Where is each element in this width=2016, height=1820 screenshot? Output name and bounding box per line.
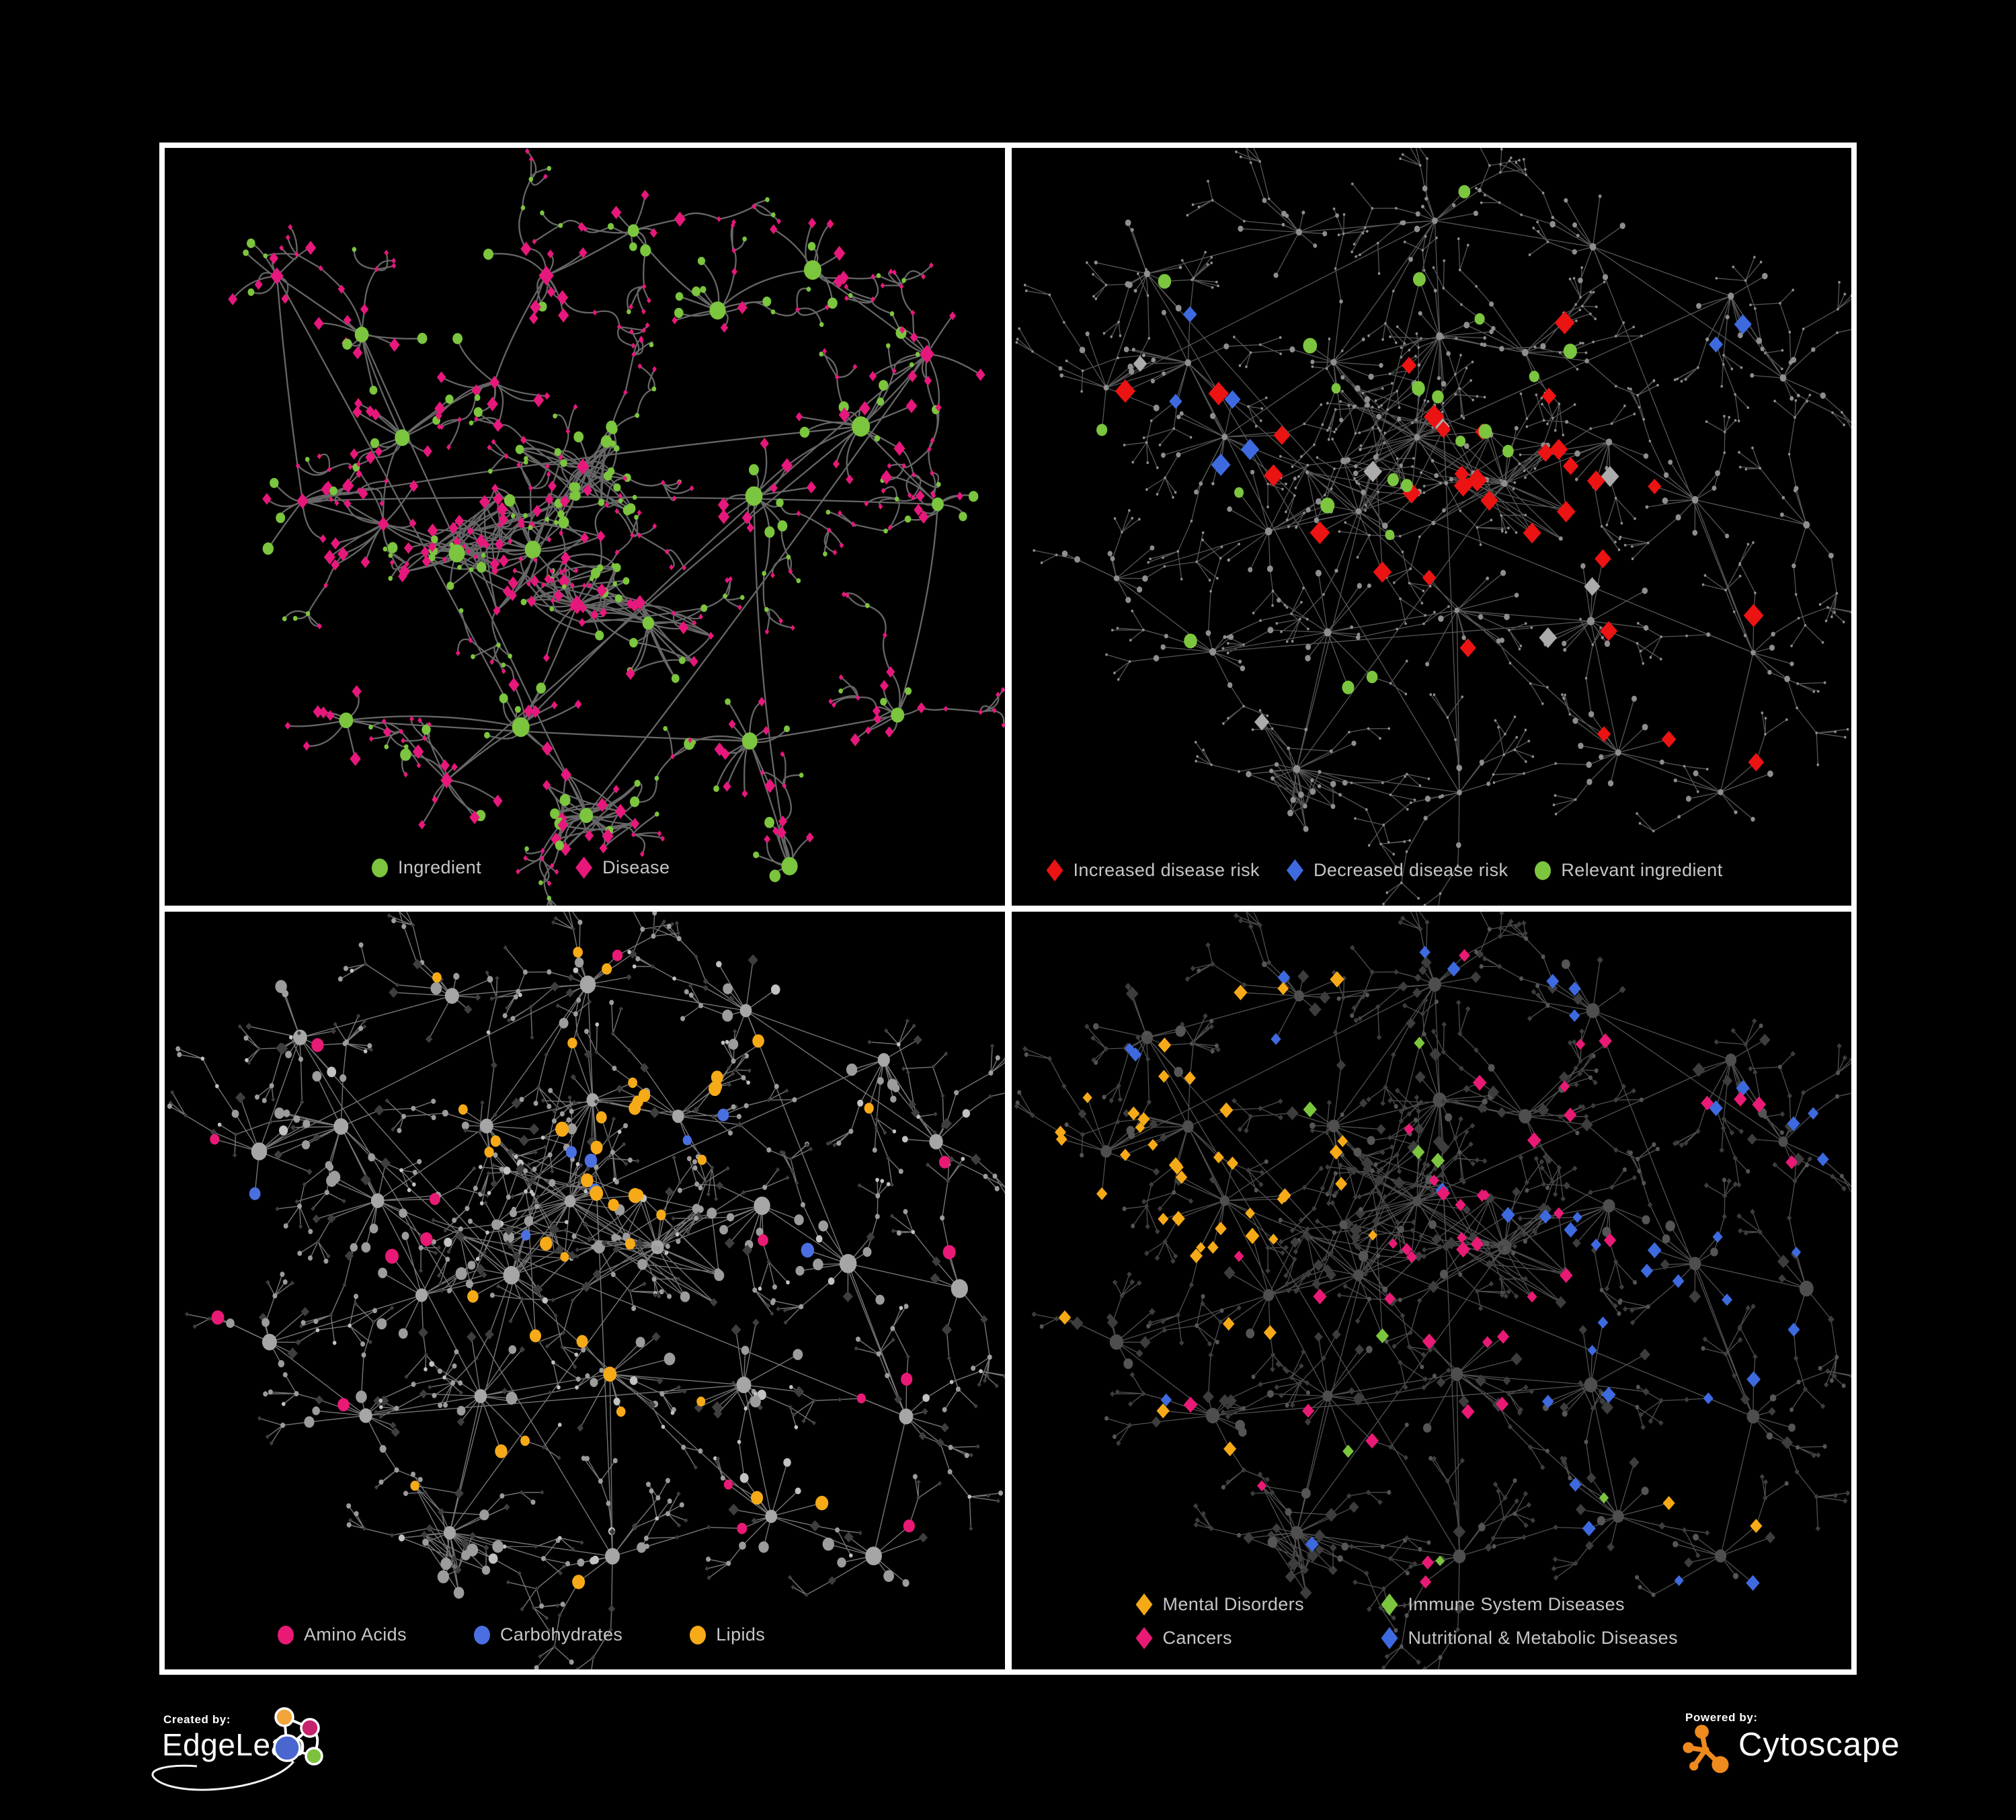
cancers-marker-icon: [1135, 1627, 1153, 1649]
lipids-marker-icon: [690, 1625, 707, 1645]
legend-item-relevant-ingredient: Relevant ingredient: [1535, 860, 1722, 881]
increased-risk-marker-icon: [1046, 859, 1063, 881]
legend-label-mental-disorders: Mental Disorders: [1162, 1594, 1304, 1614]
disease-risk-network-graph: [1015, 148, 1851, 906]
edgeleap-logo-icon: [151, 1707, 323, 1791]
legend-label-increased-risk: Increased disease risk: [1073, 860, 1260, 880]
nutritional-metabolic-diseases-marker-icon: [1381, 1627, 1398, 1649]
legend-item-lipids: Lipids: [690, 1624, 765, 1645]
created-by-label: Created by:: [163, 1713, 231, 1726]
legend-item-decreased-risk: Decreased disease risk: [1286, 859, 1508, 881]
legend-ingredient-disease: Ingredient Disease: [372, 857, 670, 879]
nutrient-class-network-graph: [167, 912, 1005, 1669]
legend-item-carbohydrates: Carbohydrates: [473, 1624, 623, 1645]
panel-ingredient-disease-network: Ingredient Disease: [165, 148, 1005, 906]
legend-item-cancers: Cancers: [1135, 1627, 1381, 1649]
legend-item-mental-disorders: Mental Disorders: [1135, 1593, 1381, 1616]
figure-grid: Ingredient Disease Increased disease ris…: [159, 143, 1857, 1675]
legend-label-amino-acids: Amino Acids: [304, 1624, 407, 1645]
cytoscape-logo-icon: [1683, 1725, 1729, 1774]
legend-label-nutritional-metabolic-diseases: Nutritional & Metabolic Diseases: [1408, 1628, 1678, 1648]
legend-label-carbohydrates: Carbohydrates: [499, 1624, 623, 1645]
legend-label-ingredient: Ingredient: [398, 857, 482, 877]
ingredient-marker-icon: [372, 858, 388, 877]
legend-label-lipids: Lipids: [716, 1624, 766, 1645]
panel-nutrient-class-network: Amino Acids Carbohydrates Lipids: [165, 912, 1005, 1669]
powered-by-label: Powered by:: [1685, 1711, 1758, 1724]
legend-label-immune-system-diseases: Immune System Diseases: [1408, 1594, 1625, 1614]
panel-disease-class-network: Mental Disorders Immune System Diseases …: [1011, 912, 1851, 1669]
disease-class-network-graph: [1014, 912, 1851, 1669]
legend-label-relevant-ingredient: Relevant ingredient: [1561, 860, 1723, 880]
legend-label-decreased-risk: Decreased disease risk: [1313, 860, 1508, 880]
legend-item-nutritional-metabolic-diseases: Nutritional & Metabolic Diseases: [1381, 1627, 1678, 1649]
decreased-risk-marker-icon: [1286, 859, 1303, 881]
cytoscape-brand-text: Cytoscape: [1738, 1727, 1900, 1763]
legend-disease-class: Mental Disorders Immune System Diseases …: [1135, 1593, 1678, 1649]
legend-item-disease: Disease: [575, 857, 670, 879]
carbohydrates-marker-icon: [473, 1625, 490, 1645]
legend-label-disease: Disease: [602, 857, 670, 877]
legend-label-cancers: Cancers: [1162, 1628, 1232, 1648]
disease-marker-icon: [575, 857, 593, 879]
legend-disease-risk: Increased disease risk Decreased disease…: [1046, 859, 1723, 881]
panel-disease-risk-network: Increased disease risk Decreased disease…: [1011, 148, 1851, 906]
legend-item-amino-acids: Amino Acids: [278, 1624, 407, 1645]
legend-item-ingredient: Ingredient: [372, 857, 481, 878]
immune-system-diseases-marker-icon: [1381, 1593, 1398, 1616]
ingredient-disease-network-graph: [228, 148, 1005, 906]
amino-acids-marker-icon: [278, 1625, 294, 1645]
relevant-ingredient-marker-icon: [1535, 861, 1551, 880]
legend-item-increased-risk: Increased disease risk: [1046, 859, 1260, 881]
mental-disorders-marker-icon: [1135, 1593, 1153, 1616]
legend-item-immune-system-diseases: Immune System Diseases: [1381, 1593, 1678, 1616]
legend-nutrient-class: Amino Acids Carbohydrates Lipids: [278, 1624, 765, 1645]
